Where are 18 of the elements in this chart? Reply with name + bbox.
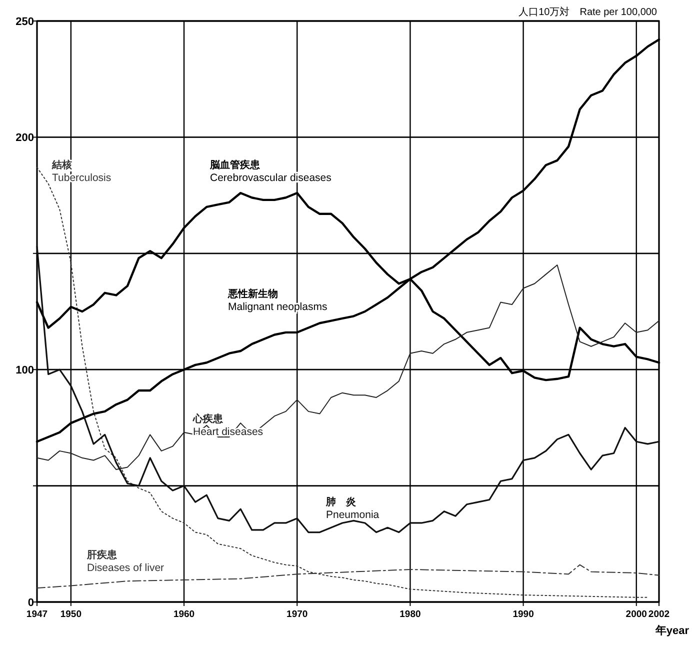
x-axis-title: 年year xyxy=(654,624,690,637)
x-tick-label: 1950 xyxy=(60,609,82,620)
x-tick-label: 1990 xyxy=(512,609,534,620)
x-tick-label: 1960 xyxy=(173,609,195,620)
y-axis-title: 人口10万対 Rate per 100,000 xyxy=(518,6,658,18)
line-series xyxy=(36,264,660,470)
y-tick-label: 0 xyxy=(28,597,34,609)
line-series xyxy=(36,246,660,534)
series-label: 肝疾患 Diseases of liver xyxy=(86,549,165,574)
x-tick-label: 2000 xyxy=(626,609,647,620)
x-tick-label: 1980 xyxy=(400,609,421,620)
x-tick-label: 1970 xyxy=(286,609,308,620)
series-label: 肺 炎 Pneumonia xyxy=(325,496,380,521)
y-tick-label: 100 xyxy=(16,364,34,377)
y-tick-label: 200 xyxy=(16,132,34,144)
x-tick-label: 1947 xyxy=(26,609,48,620)
x-tick-label: 2002 xyxy=(648,609,670,620)
y-tick-label: 250 xyxy=(16,16,34,28)
